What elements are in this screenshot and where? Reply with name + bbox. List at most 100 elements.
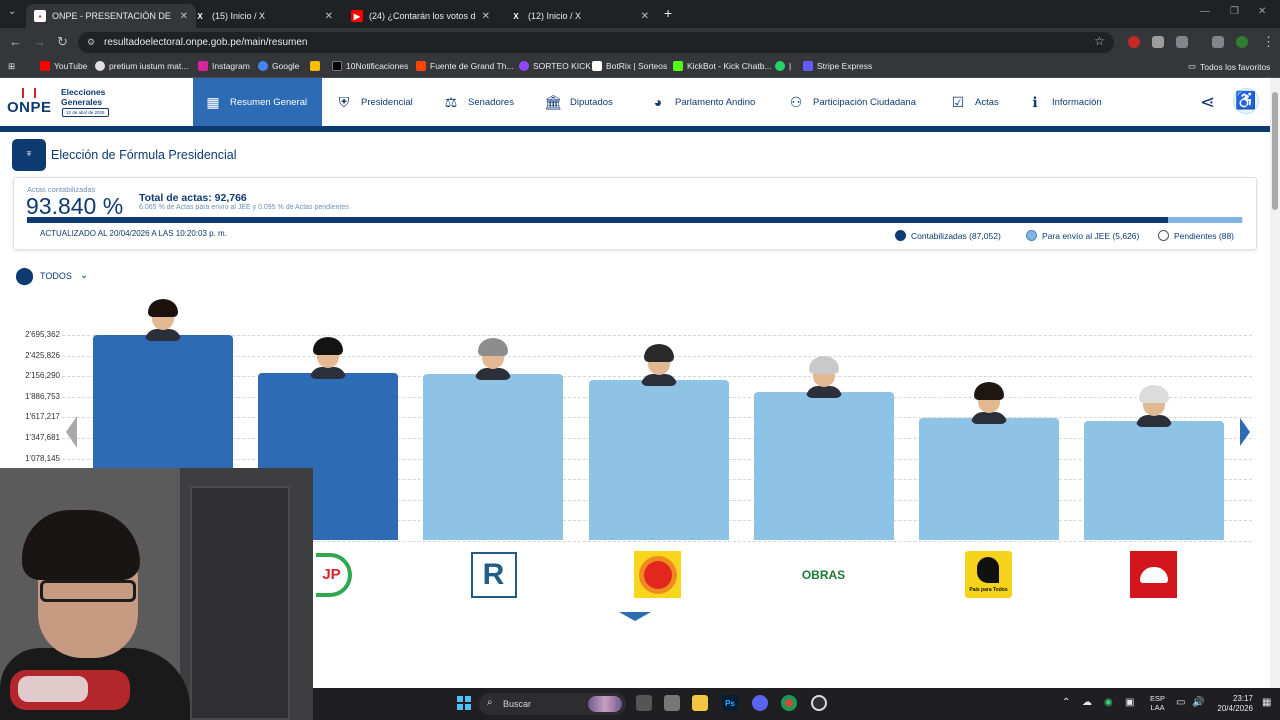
accessibility-icon[interactable]: ♿: [1233, 88, 1259, 114]
bookmark-notificaciones[interactable]: 10Notificaciones: [332, 61, 408, 71]
bookmark-sorteo-kick[interactable]: SORTEO KICK: [519, 61, 591, 71]
tab-search-icon[interactable]: ⌄: [8, 6, 17, 17]
scrollbar-thumb[interactable]: [1272, 92, 1278, 210]
photoshop-icon[interactable]: Ps: [722, 695, 738, 711]
close-icon[interactable]: ✕: [179, 10, 188, 22]
close-icon[interactable]: ✕: [640, 10, 649, 22]
bookmark-kickbot[interactable]: KickBot - Kick Chatb...: [673, 61, 772, 71]
candidate-photo[interactable]: [971, 381, 1007, 424]
onpe-logo[interactable]: ONPE: [7, 99, 52, 116]
helmet-party-logo: [1130, 551, 1177, 598]
party-logo-pais-para-todos[interactable]: País para Todos: [965, 551, 1012, 598]
task-view-icon[interactable]: [636, 695, 652, 711]
bookmark-star-icon[interactable]: ☆: [1094, 34, 1105, 48]
url-input[interactable]: ⚙ resultadoelectoral.onpe.gob.pe/main/re…: [78, 32, 1114, 53]
menu-resumen-general[interactable]: ▦ Resumen General: [193, 78, 322, 126]
candidate-photo[interactable]: [1136, 385, 1173, 428]
forward-icon[interactable]: →: [33, 34, 46, 49]
candidate-bar[interactable]: [919, 417, 1059, 540]
region-filter[interactable]: TODOS: [40, 271, 72, 281]
bookmark-color[interactable]: [310, 61, 324, 71]
candidate-bar[interactable]: [1084, 421, 1225, 540]
chrome-icon[interactable]: [781, 695, 797, 711]
network-icon[interactable]: ▭: [1176, 697, 1186, 708]
bookmark-stripe[interactable]: Stripe Express: [803, 61, 872, 71]
language-code: ESP: [1150, 694, 1166, 703]
media-icon[interactable]: [1212, 36, 1224, 48]
onpe-logo-mark: [22, 88, 36, 98]
taskbar-clock[interactable]: 23:17 20/4/2026: [1213, 694, 1253, 714]
all-bookmarks-folder[interactable]: ▭ Todos los favoritos: [1188, 61, 1270, 72]
extensions-puzzle-icon[interactable]: [1176, 36, 1188, 48]
app-icon[interactable]: [664, 695, 680, 711]
selected-party-indicator[interactable]: [619, 612, 651, 621]
party-logo-jp[interactable]: JP: [310, 551, 357, 598]
menu-senadores[interactable]: ⚖ Senadores: [443, 78, 514, 126]
show-hidden-icons[interactable]: ⌃: [1062, 697, 1071, 708]
close-icon[interactable]: ✕: [481, 10, 490, 22]
close-icon[interactable]: ✕: [324, 10, 333, 22]
candidate-photo[interactable]: [805, 355, 842, 398]
candidate-photo[interactable]: [310, 337, 347, 380]
bookmark-fuente[interactable]: Fuente de Grand Th...: [416, 61, 513, 71]
candidate-bar[interactable]: [753, 391, 894, 540]
minimize-icon[interactable]: —: [1200, 6, 1210, 17]
profile-avatar[interactable]: [1236, 36, 1248, 48]
menu-participacion[interactable]: ⚇ Participación Ciudadana: [788, 78, 916, 126]
party-logo-renovacion[interactable]: R: [470, 551, 517, 598]
windows-start-icon[interactable]: [457, 696, 471, 710]
discord-icon[interactable]: [752, 695, 768, 711]
kickbot-icon: [673, 61, 683, 71]
tab-x-2[interactable]: X (12) Inicio / X ✕: [502, 4, 657, 28]
candidate-photo[interactable]: [475, 338, 512, 381]
party-logo-sun[interactable]: [634, 551, 681, 598]
site-settings-icon[interactable]: ⚙: [87, 37, 96, 47]
new-tab-icon[interactable]: +: [664, 5, 673, 21]
candidate-photo[interactable]: [145, 299, 181, 341]
bookmark-whatsapp[interactable]: |: [775, 61, 791, 71]
apps-grid-icon[interactable]: ⊞: [8, 61, 16, 71]
menu-presidencial[interactable]: ⛨ Presidencial: [336, 78, 413, 126]
extension-red-icon[interactable]: [1128, 36, 1140, 48]
pais-para-todos-text: País para Todos: [969, 587, 1008, 593]
candidate-photo[interactable]: [640, 344, 677, 387]
actas-panel: [13, 177, 1257, 250]
reload-icon[interactable]: ↻: [57, 34, 68, 49]
window-close-icon[interactable]: ✕: [1258, 6, 1267, 17]
bookmark-pretium[interactable]: pretium iustum mat...: [95, 61, 188, 71]
chevron-down-icon[interactable]: ⌄: [80, 270, 89, 281]
bookmark-instagram[interactable]: Instagram: [198, 61, 250, 71]
chart-next-arrow[interactable]: [1240, 418, 1250, 446]
tab-youtube[interactable]: ▶ (24) ¿Contarán los votos de act ✕: [343, 4, 498, 28]
input-language[interactable]: ESP LAA: [1150, 694, 1165, 712]
candidate-bar[interactable]: [423, 374, 564, 540]
volume-icon[interactable]: 🔊: [1192, 697, 1205, 708]
menu-parlamento-andino[interactable]: ◕ Parlamento Andino: [650, 78, 756, 126]
tray-monitor-icon[interactable]: ▣: [1125, 697, 1135, 708]
bookmark-google[interactable]: Google: [258, 61, 299, 71]
menu-actas[interactable]: ☑ Actas: [950, 78, 999, 126]
extension-gray-icon[interactable]: [1152, 36, 1164, 48]
taskbar-search[interactable]: ⌕ Buscar: [479, 693, 626, 715]
menu-informacion[interactable]: ℹ Información: [1027, 78, 1101, 126]
obs-icon[interactable]: [811, 695, 827, 711]
bookmark-youtube[interactable]: YouTube: [40, 61, 87, 71]
notifications-icon[interactable]: ▦: [1262, 697, 1272, 708]
candidate-bar[interactable]: [588, 380, 729, 540]
share-icon[interactable]: ⋖: [1200, 92, 1216, 112]
page-scrollbar[interactable]: [1270, 78, 1280, 688]
chart-prev-arrow[interactable]: [66, 416, 77, 448]
file-explorer-icon[interactable]: [692, 695, 708, 711]
bookmark-botrix[interactable]: BotRix | Sorteos: [592, 61, 667, 71]
tray-app-icon[interactable]: ◉: [1104, 697, 1113, 708]
maximize-icon[interactable]: ❐: [1230, 6, 1239, 17]
tray-cloud-icon[interactable]: ☁: [1082, 697, 1092, 708]
chrome-menu-icon[interactable]: ⋮: [1262, 34, 1275, 49]
party-logo-helmet[interactable]: [1130, 551, 1177, 598]
menu-diputados[interactable]: 🏛 Diputados: [544, 78, 613, 126]
back-icon[interactable]: ←: [9, 34, 22, 49]
tab-x-1[interactable]: X (15) Inicio / X ✕: [186, 4, 341, 28]
tab-title: (12) Inicio / X: [528, 11, 582, 21]
tab-onpe[interactable]: ▪ ONPE - PRESENTACIÓN DE RES ✕: [26, 4, 196, 28]
party-logo-obras[interactable]: OBRAS: [800, 551, 847, 598]
